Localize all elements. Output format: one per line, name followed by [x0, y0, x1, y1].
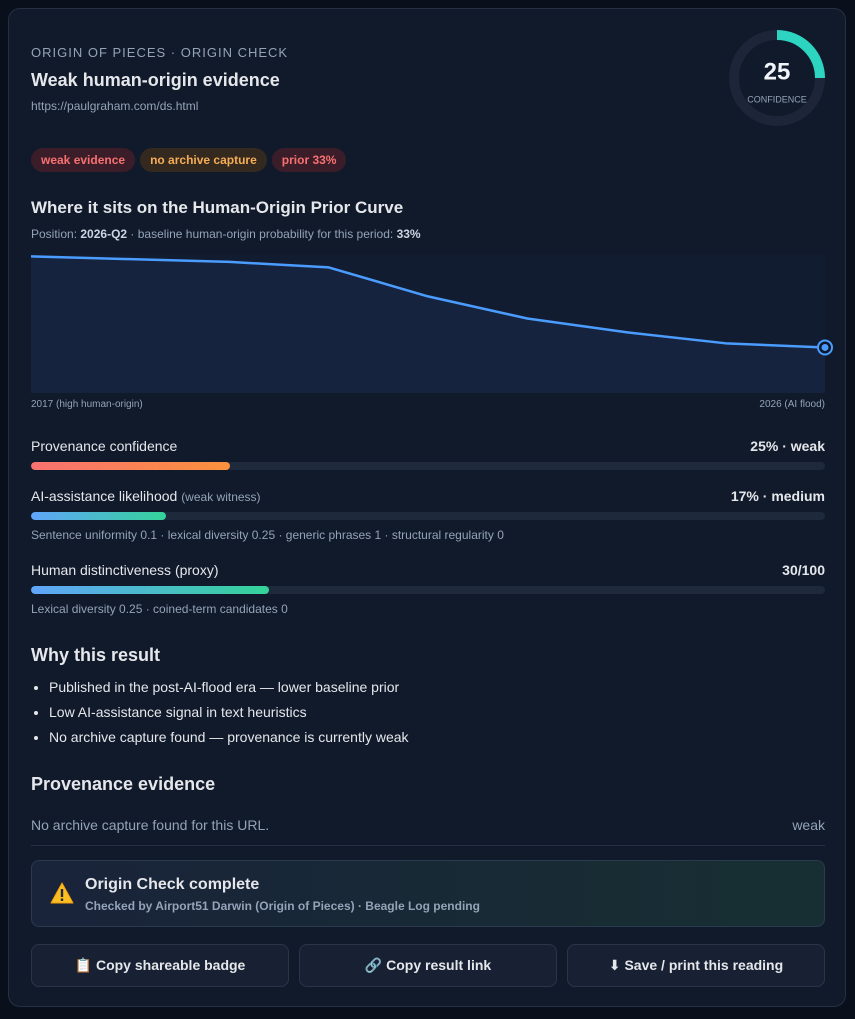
metric-note: (weak witness)	[181, 490, 261, 504]
evidence-title: Provenance evidence	[31, 774, 216, 794]
title: Weak human-origin evidence	[31, 70, 280, 90]
gauge: 25 CONFIDENCE	[729, 30, 825, 126]
curve-position: Position: 2026-Q2 · baseline human-origi…	[31, 224, 421, 244]
url: https://paulgraham.com/ds.html	[31, 99, 199, 113]
gauge-label: CONFIDENCE	[747, 94, 807, 104]
curve-area	[31, 256, 825, 393]
metric-bar	[31, 586, 270, 594]
why-title: Why this result	[31, 645, 161, 665]
metric-name: AI-assistance likelihood	[31, 488, 178, 504]
metric-label: Human distinctiveness (proxy)	[31, 560, 219, 580]
tag-row: weak evidence no archive capture prior 33%	[31, 148, 351, 172]
gauge-value: 25	[764, 58, 791, 85]
tag: weak evidence	[31, 148, 136, 172]
curve-title: Where it sits on the Human-Origin Prior …	[31, 198, 404, 217]
position-period: 2026-Q2	[80, 227, 128, 241]
tag: no archive capture	[140, 148, 267, 172]
eyebrow: ORIGIN OF PIECES · ORIGIN CHECK	[31, 45, 289, 60]
metric-name: Provenance confidence	[31, 438, 178, 454]
why-item: No archive capture found — provenance is…	[49, 725, 409, 750]
copy-badge-button[interactable]: 📋 Copy shareable badge	[31, 944, 289, 987]
baseline-value: 33%	[396, 227, 421, 241]
gauge-arc	[776, 30, 825, 79]
metric-value: 30/100	[782, 562, 825, 578]
save-print-button[interactable]: ⬇ Save / print this reading	[567, 944, 825, 987]
baseline-label: · baseline human-origin probability for …	[130, 227, 394, 241]
current-position-dot	[821, 343, 829, 351]
metric-track	[31, 462, 825, 470]
position-label: Position:	[31, 227, 78, 241]
notice-title: Origin Check complete	[85, 876, 260, 893]
metric-value: 17% · medium	[730, 488, 825, 504]
why-item: Published in the post-AI-flood era — low…	[49, 675, 409, 700]
metric-track	[31, 512, 825, 520]
notice: Origin Check complete Checked by Airport…	[31, 860, 825, 927]
curve-line	[30, 255, 826, 349]
notice-text: Checked by Airport51 Darwin (Origin of P…	[85, 899, 480, 913]
why-list: Published in the post-AI-flood era — low…	[31, 675, 409, 750]
metric-label: Provenance confidence	[31, 436, 177, 456]
metric-track	[31, 586, 825, 594]
prior-curve	[30, 255, 833, 393]
metric-name: Human distinctiveness (proxy)	[31, 562, 219, 578]
metric-label: AI-assistance likelihood (weak witness)	[31, 486, 261, 507]
evidence-status: weak	[792, 817, 825, 833]
copy-link-button[interactable]: 🔗 Copy result link	[299, 944, 557, 987]
tag: prior 33%	[271, 148, 347, 172]
metric-value: 25% · weak	[750, 438, 825, 454]
curve-start-label: 2017 (high human-origin)	[31, 399, 143, 410]
metric-detail: Lexical diversity 0.25 · coined-term can…	[31, 602, 288, 616]
evidence-text: No archive capture found for this URL.	[31, 817, 270, 833]
metric-bar	[31, 462, 230, 470]
curve-end-label: 2026 (AI flood)	[759, 399, 825, 410]
metric-bar	[31, 512, 166, 520]
warning-icon	[50, 882, 74, 904]
metric-detail: Sentence uniformity 0.1 · lexical divers…	[31, 528, 504, 542]
divider	[31, 845, 825, 846]
why-item: Low AI-assistance signal in text heurist…	[49, 700, 409, 725]
result-card	[8, 8, 846, 1007]
